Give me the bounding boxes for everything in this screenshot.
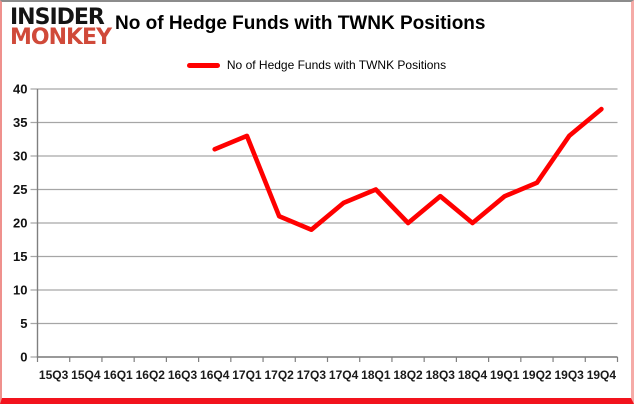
y-axis-label: 20: [13, 216, 27, 231]
x-axis-label: 17Q2: [264, 368, 294, 382]
x-axis-label: 15Q4: [71, 368, 101, 382]
x-axis-label: 19Q2: [522, 368, 552, 382]
y-axis-label: 35: [13, 115, 27, 130]
y-axis-label: 15: [13, 249, 27, 264]
data-line-hedge-funds: [212, 106, 604, 232]
chart-title: No of Hedge Funds with TWNK Positions: [115, 13, 486, 34]
y-axis-label: 30: [13, 149, 27, 164]
x-axis-label: 17Q1: [232, 368, 262, 382]
y-axis-label: 0: [20, 350, 27, 365]
legend: No of Hedge Funds with TWNK Positions: [2, 57, 631, 73]
x-axis-label: 16Q2: [136, 368, 166, 382]
logo-monkey-text: MONKEY: [10, 25, 112, 50]
y-axis-label: 10: [13, 283, 27, 298]
x-axis-label: 18Q1: [361, 368, 391, 382]
x-axis-label: 18Q4: [458, 368, 488, 382]
insider-monkey-logo: INSIDER MONKEY: [10, 5, 112, 50]
x-axis-label: 19Q4: [587, 368, 617, 382]
x-axis-label: 18Q2: [393, 368, 423, 382]
y-axis-label: 5: [20, 316, 27, 331]
x-axis-label: 18Q3: [426, 368, 456, 382]
logo-insider-text: INSIDER: [10, 5, 105, 30]
line-chart: 0 5 10 15 20 25 30 35 40 15Q3 15Q4 16Q1 16Q2 16Q3 16Q4…: [13, 82, 619, 382]
x-axis-label: 16Q1: [103, 368, 133, 382]
x-axis-label: 19Q1: [490, 368, 520, 382]
x-axis-label: 17Q3: [297, 368, 327, 382]
y-axis-label: 25: [13, 182, 27, 197]
x-axis-label: 16Q3: [168, 368, 198, 382]
x-axis-label: 16Q4: [200, 368, 230, 382]
x-axis-label: 17Q4: [329, 368, 359, 382]
x-axis-label: 15Q3: [39, 368, 69, 382]
legend-label: No of Hedge Funds with TWNK Positions: [226, 58, 447, 72]
y-axis-label: 40: [13, 82, 27, 97]
legend-line-marker: [186, 62, 220, 68]
x-axis-label: 19Q3: [554, 368, 584, 382]
